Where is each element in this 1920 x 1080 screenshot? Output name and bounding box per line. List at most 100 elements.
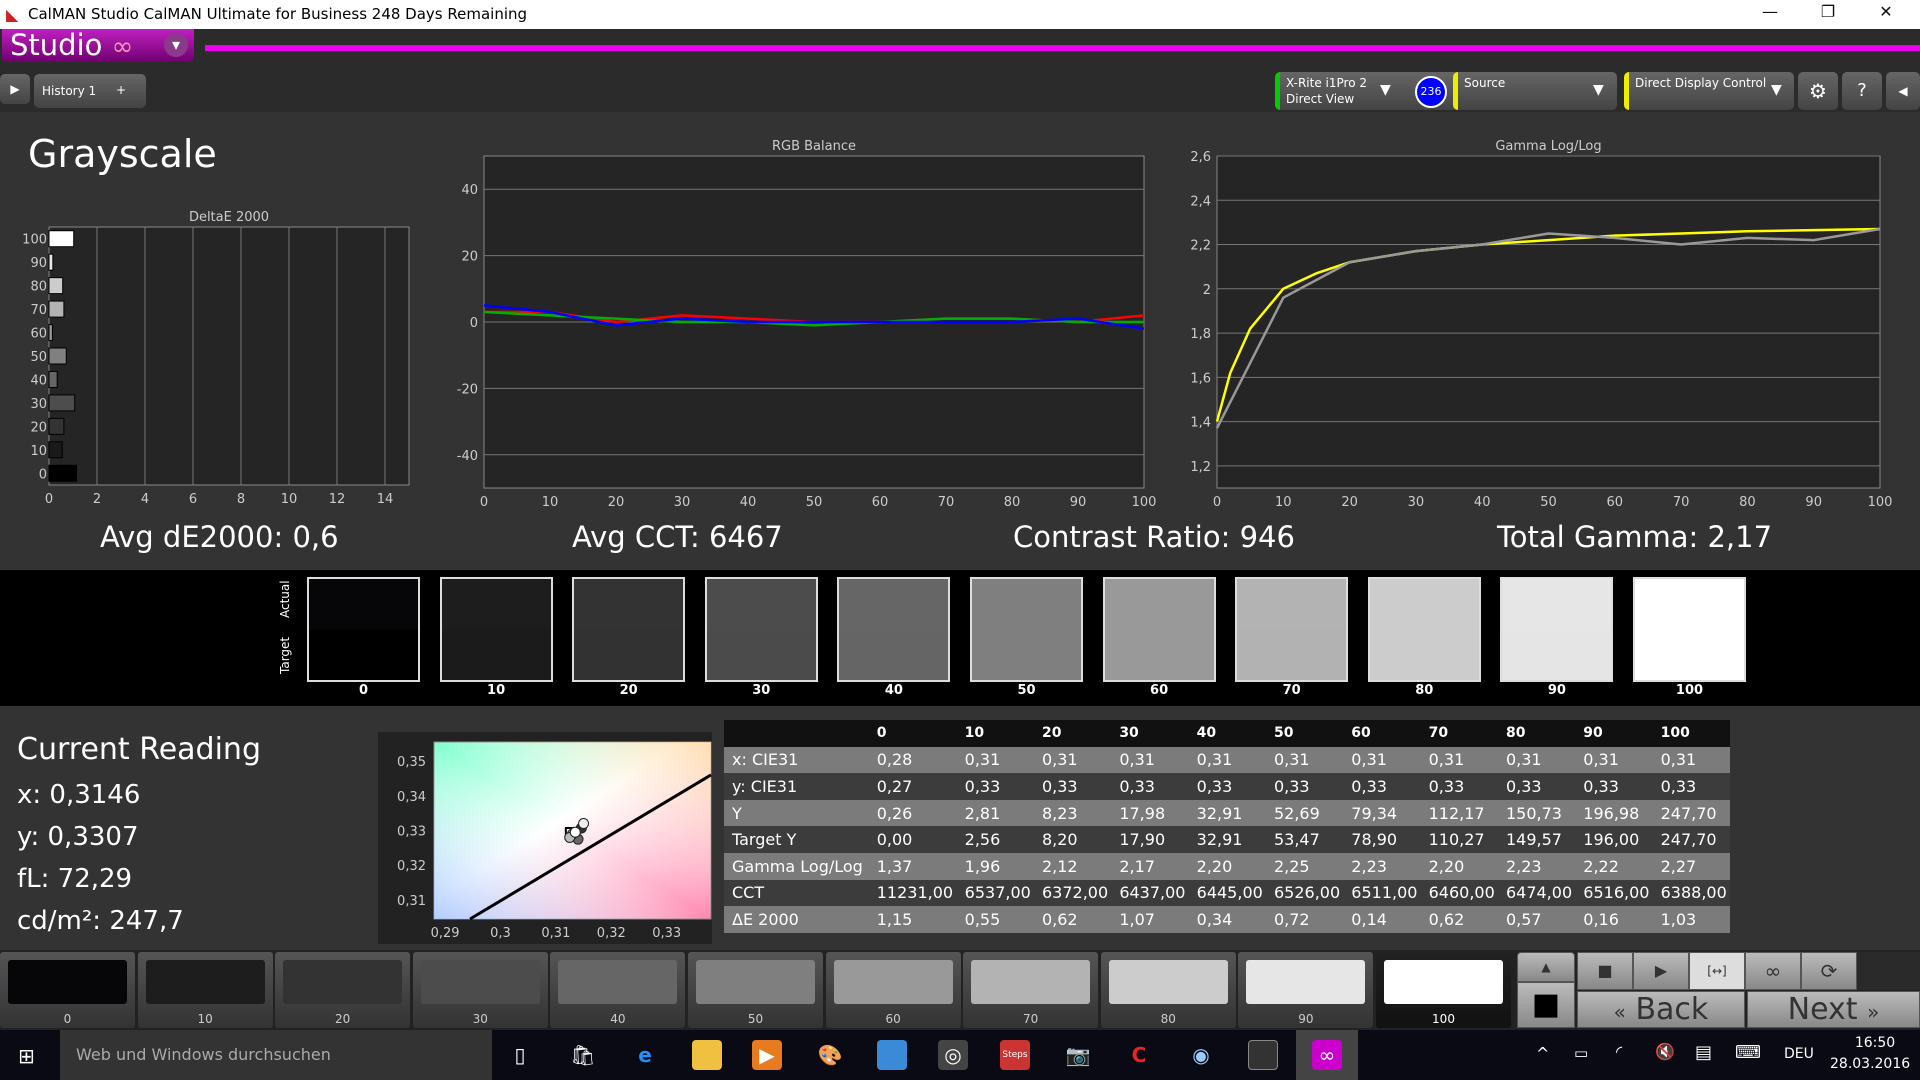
collapse-panel-button[interactable]: ◀ [1886,72,1920,110]
keyboard-icon[interactable]: ⌨ [1735,1042,1761,1063]
patch-button-90[interactable]: 90 [1238,952,1374,1028]
next-button[interactable]: Next » [1747,991,1920,1028]
x-tick-label: 40 [1474,495,1491,510]
chevron-down-icon: ▼ [1380,82,1391,98]
steps-app-icon[interactable]: Steps [1000,1040,1030,1070]
x-tick-label: 70 [938,495,955,510]
table-cell: 0,62 [1420,906,1498,933]
camera-icon[interactable]: 📷 [1065,1043,1091,1067]
table-cell: 53,47 [1265,826,1344,853]
patch-label: 20 [335,1012,351,1026]
tab-row: ▶ History 1 + X-Rite i1Pro 2 Direct View… [0,62,1920,112]
patch-button-70[interactable]: 70 [963,952,1099,1028]
swatch-10 [439,577,553,682]
windows-start-icon[interactable]: ⊞ [18,1044,35,1068]
source-selector[interactable]: Source ▼ [1453,72,1617,110]
clock-time[interactable]: 16:50 [1854,1035,1896,1051]
back-button[interactable]: « Back [1577,991,1745,1028]
calman-taskbar-button[interactable]: ∞ [1296,1030,1358,1080]
meter-selector[interactable]: X-Rite i1Pro 2 Direct View ▼ 236 [1275,72,1485,110]
table-cell: 32,91 [1188,826,1266,853]
volume-muted-icon[interactable]: 🔇 [1655,1042,1675,1061]
table-cell: 0,33 [1497,773,1576,800]
expand-panel-button[interactable]: ▶ [0,74,30,104]
tab-history-1[interactable]: History 1 + [34,74,146,108]
help-icon[interactable]: ? [1842,72,1882,110]
chevron-up-icon[interactable]: ^ [1536,1044,1550,1063]
app-icon[interactable] [877,1040,907,1070]
title-bar: ◣ CalMAN Studio CalMAN Ultimate for Busi… [0,0,1920,29]
range-button[interactable]: [↔] [1689,952,1745,990]
patch-button-50[interactable]: 50 [688,952,823,1028]
patch-button-40[interactable]: 40 [550,952,686,1028]
table-row: y: CIE31 0,27 0,33 0,33 0,33 0,33 0,33 0,33 0,33… [724,773,1730,800]
table-cell: 0,34 [1188,906,1266,933]
table-cell: 0,33 [1343,773,1421,800]
table-cell: 2,23 [1343,852,1421,880]
patch-button-10[interactable]: 10 [137,952,273,1028]
grayscale-panel: Grayscale DeltaE 2000 0 2 4 6 8 10 12 14 0 10 20 30 4… [0,112,1920,570]
patch-button-20[interactable]: 20 [275,952,411,1028]
swatch-label: 60 [1150,683,1169,698]
search-box[interactable]: Web und Windows durchsuchen [60,1030,492,1080]
display-selector[interactable]: Direct Display Control ▼ [1624,72,1794,110]
task-view-icon[interactable]: ▯ [514,1043,526,1067]
restore-button[interactable]: ❐ [1820,2,1836,21]
store-icon[interactable]: 🛍 [570,1043,596,1067]
table-cell: 2,23 [1497,852,1576,880]
settings-gear-icon[interactable]: ⚙ [1798,72,1838,110]
patch-color [696,960,815,1004]
file-explorer-icon[interactable] [692,1040,722,1070]
add-tab-button[interactable]: + [116,83,127,97]
play-button[interactable]: ▶ [1633,952,1689,990]
rgb-series-2 [483,304,1145,330]
meter-badge[interactable]: 236 [1415,76,1447,108]
paint-icon[interactable]: 🎨 [817,1043,843,1067]
steam-icon[interactable]: ◉ [1192,1043,1210,1067]
table-cell: 112,17 [1420,799,1498,827]
edge-icon[interactable]: e [638,1043,652,1067]
loop-button[interactable]: ∞ [1745,952,1801,990]
table-cell: 79,34 [1343,799,1421,827]
terminal-icon[interactable] [1248,1040,1278,1070]
chevron-down-icon: ▼ [1771,82,1782,98]
patch-button-60[interactable]: 60 [825,952,961,1028]
table-cell: 1,15 [868,906,957,933]
stop-button[interactable]: ■ [1577,952,1633,990]
patch-button-0[interactable]: 0 [0,952,135,1028]
up-arrow-button[interactable]: ▲ [1517,952,1575,982]
contrast-readout: Contrast Ratio: 946 [1013,520,1295,554]
bottom-toolbar: ▲ ■ ■ ▶ [↔] ∞ ⟳ « Back Next » 0 10 20 30 40 5… [0,950,1920,1030]
stop-measure-button[interactable]: ■ [1517,982,1575,1028]
refresh-button[interactable]: ⟳ [1801,952,1857,990]
patch-button-100[interactable]: 100 [1376,952,1511,1028]
media-player-icon[interactable]: ▶ [752,1040,782,1070]
battery-icon[interactable]: ▭ [1574,1044,1589,1062]
studio-menu-button[interactable]: Studio ∞ ▾ [2,29,194,62]
swatch-100 [1633,577,1746,682]
table-cell: 0,31 [1420,746,1498,774]
x-tick-label: 0,33 [652,926,681,941]
reading-y: y: 0,3307 [17,822,139,852]
minimize-button[interactable]: — [1762,2,1778,21]
y-tick-label: 20 [30,420,47,435]
language-indicator[interactable]: DEU [1784,1046,1814,1062]
notifications-icon[interactable]: ▤ [1695,1042,1713,1063]
patch-color [1108,960,1228,1004]
swatch-label: 30 [752,683,771,698]
swatch-label: 70 [1282,683,1301,698]
x-tick-label: 30 [1408,495,1425,510]
wifi-icon[interactable]: ◜ [1616,1042,1623,1061]
table-cell: 2,20 [1420,852,1498,880]
patch-label: 50 [747,1012,764,1026]
x-tick-label: 0,32 [597,926,626,941]
bar-20 [48,417,65,435]
next-icon: » [1867,1000,1880,1024]
disabled-button [1857,952,1920,990]
ccleaner-icon[interactable]: C [1131,1043,1147,1067]
patch-button-80[interactable]: 80 [1100,952,1236,1028]
patch-button-30[interactable]: 30 [412,952,548,1028]
close-button[interactable]: ✕ [1879,2,1893,21]
camera-app-icon[interactable]: ◎ [938,1040,968,1070]
clock-date[interactable]: 28.03.2016 [1830,1056,1911,1072]
